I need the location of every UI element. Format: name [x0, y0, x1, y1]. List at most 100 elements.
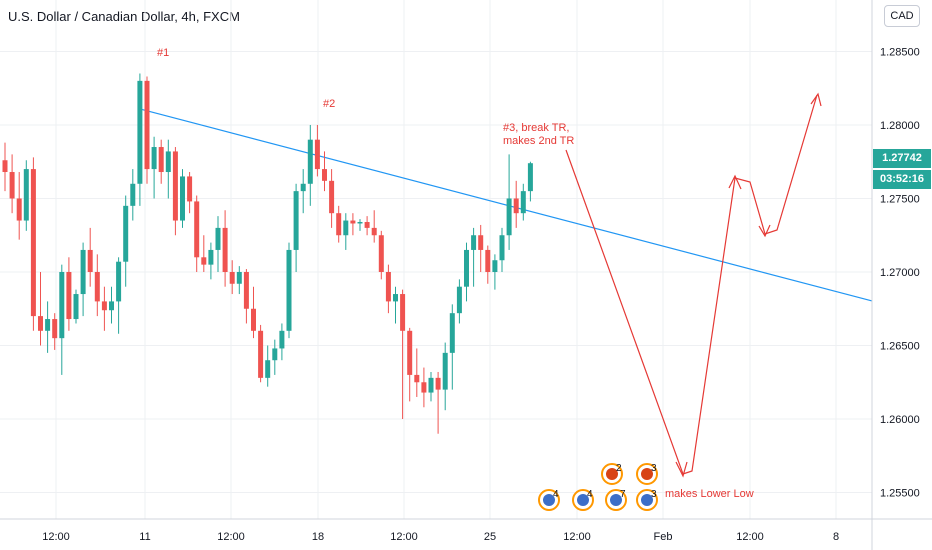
candle-body	[165, 151, 171, 173]
x-tick-label: 12:00	[42, 531, 70, 543]
candle-body	[38, 316, 43, 331]
candle-body	[258, 330, 264, 378]
candle-body	[343, 220, 349, 236]
candle	[414, 348, 420, 397]
candle	[229, 260, 235, 295]
candle-body	[229, 271, 235, 284]
projection-path	[565, 94, 818, 475]
candle	[350, 213, 356, 236]
candle-body	[506, 198, 512, 236]
candle	[385, 264, 391, 314]
candle-body	[251, 308, 256, 331]
candle	[357, 219, 363, 231]
candle	[130, 169, 136, 221]
event-flag-icon[interactable]: 3	[636, 463, 658, 485]
event-flag-icon[interactable]: 2	[601, 463, 623, 485]
event-count: 4	[553, 489, 559, 500]
candle-body	[513, 198, 519, 214]
x-axis-labels: 12:00 11 12:00 18 12:00 25 12:00 Feb 12:00 8	[42, 531, 839, 543]
event-count: 4	[587, 489, 593, 500]
candle-body	[243, 271, 249, 309]
candle-body	[236, 271, 242, 284]
candle	[506, 154, 512, 250]
candle	[449, 304, 455, 390]
candle	[464, 242, 469, 302]
candle-body	[385, 271, 391, 302]
candle	[336, 205, 342, 243]
candle-body	[137, 80, 143, 184]
candle-body	[279, 330, 285, 349]
candle-body	[492, 260, 498, 272]
candle-body	[73, 294, 79, 320]
trendline-layer[interactable]	[139, 108, 873, 302]
candle	[513, 180, 519, 228]
event-flag-icon[interactable]: 3	[636, 489, 658, 511]
event-flag-icon[interactable]: 4	[538, 489, 560, 511]
candle-body	[2, 160, 8, 173]
candle	[158, 139, 164, 184]
candle	[527, 161, 533, 202]
candle	[215, 216, 221, 272]
economic-events[interactable]: 4 4 7 3 2 3	[538, 463, 658, 511]
candle-body	[393, 294, 398, 302]
candle	[101, 286, 107, 331]
candle-body	[130, 183, 136, 206]
projection-arrows[interactable]	[565, 92, 822, 478]
candle-body	[116, 261, 122, 302]
candle	[109, 286, 114, 324]
event-flag-icon[interactable]: 7	[605, 489, 627, 511]
candle	[45, 301, 51, 353]
candle-body	[9, 172, 15, 199]
candle-body	[407, 330, 413, 375]
candle	[9, 154, 15, 214]
candle-body	[201, 257, 207, 265]
candle	[428, 371, 434, 402]
candle-body	[378, 235, 384, 272]
arrowhead-dip	[758, 224, 771, 238]
x-tick-label: 8	[833, 531, 839, 543]
y-tick-label: 1.28000	[880, 120, 920, 132]
candle-body	[265, 360, 271, 378]
candle-body	[336, 213, 342, 236]
candle	[442, 342, 448, 411]
candle-body	[66, 271, 72, 320]
candle-body	[94, 271, 100, 302]
candle	[172, 147, 178, 236]
grid-lines	[0, 0, 872, 519]
annotation-peak-2: #2	[323, 98, 335, 110]
candle-body	[180, 176, 185, 221]
candle-body	[435, 377, 441, 390]
x-tick-label: 12:00	[563, 531, 591, 543]
event-flag-icon[interactable]: 4	[572, 489, 594, 511]
candle-body	[194, 201, 200, 258]
candle	[471, 227, 477, 287]
currency-button[interactable]: CAD	[884, 5, 920, 27]
candle	[144, 76, 150, 184]
x-tick-label: 25	[484, 531, 496, 543]
candle	[208, 242, 214, 280]
candle-body	[527, 163, 533, 192]
candle-body	[357, 222, 363, 224]
candle	[393, 286, 398, 324]
candle	[243, 269, 249, 324]
candle-body	[144, 80, 150, 170]
x-tick-label: Feb	[654, 531, 673, 543]
annotation-lower-low: makes Lower Low	[665, 488, 754, 500]
candle-body	[272, 348, 278, 361]
candle-body	[286, 249, 292, 331]
candle-body	[158, 147, 164, 173]
x-tick-label: 18	[312, 531, 324, 543]
candle-body	[215, 227, 221, 250]
y-tick-label: 1.25500	[880, 488, 920, 500]
candle-body	[52, 319, 58, 339]
x-tick-label: 11	[139, 531, 150, 543]
candle-body	[449, 313, 455, 353]
candle-body	[151, 147, 157, 170]
candle	[52, 313, 58, 350]
candle	[343, 213, 349, 250]
candle	[322, 151, 327, 192]
candle-body	[364, 222, 370, 228]
candle-body	[471, 235, 477, 250]
candle	[180, 169, 185, 228]
